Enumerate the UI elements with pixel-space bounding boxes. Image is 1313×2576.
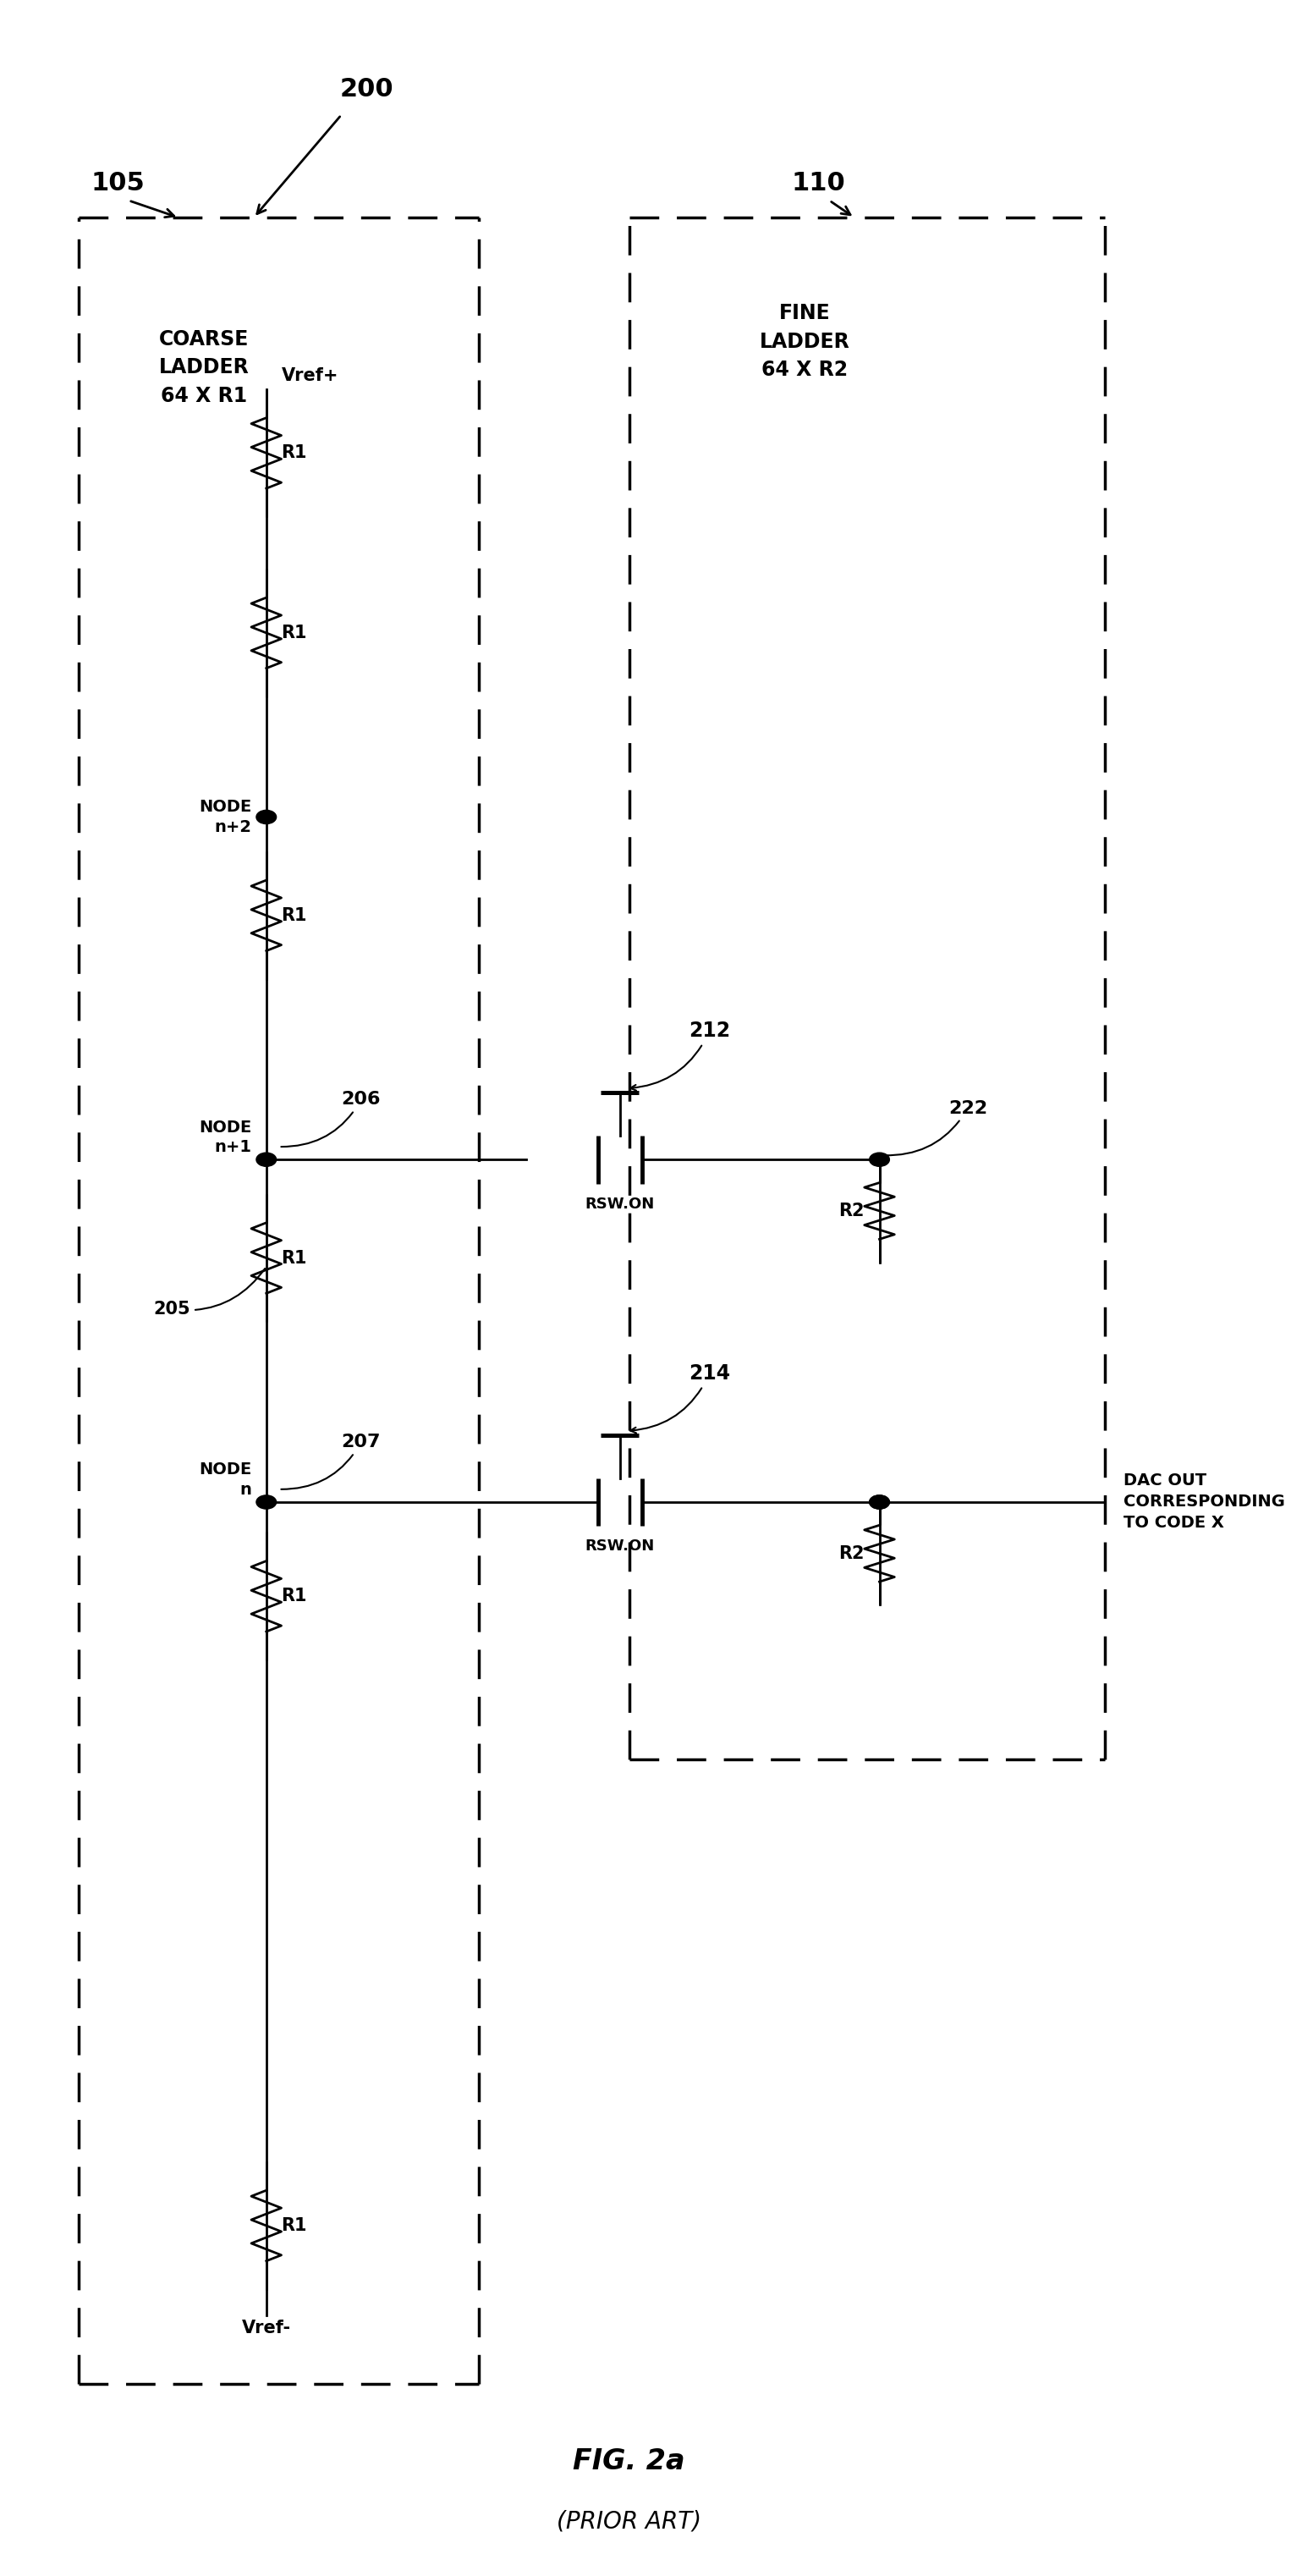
Text: DAC OUT
CORRESPONDING
TO CODE X: DAC OUT CORRESPONDING TO CODE X [1124, 1473, 1285, 1530]
Text: 212: 212 [630, 1020, 730, 1090]
Text: NODE
n: NODE n [198, 1461, 251, 1497]
Circle shape [256, 1151, 276, 1167]
Text: R1: R1 [281, 1587, 307, 1605]
Text: R2: R2 [839, 1546, 864, 1561]
Text: Vref+: Vref+ [281, 368, 339, 384]
Text: Vref-: Vref- [242, 2321, 291, 2336]
Text: NODE
n+2: NODE n+2 [198, 799, 251, 835]
Text: 105: 105 [91, 170, 144, 196]
Circle shape [869, 1151, 889, 1167]
Text: 207: 207 [281, 1435, 381, 1489]
Text: RSW.ON: RSW.ON [586, 1195, 655, 1211]
Text: R2: R2 [839, 1203, 864, 1218]
Text: R1: R1 [281, 623, 307, 641]
Text: FIG. 2a: FIG. 2a [574, 2447, 685, 2476]
Text: 206: 206 [281, 1092, 381, 1146]
Text: 222: 222 [884, 1100, 987, 1157]
Text: 110: 110 [792, 170, 846, 196]
Text: NODE
n+1: NODE n+1 [198, 1121, 251, 1154]
Text: 214: 214 [630, 1363, 730, 1432]
Text: RSW.ON: RSW.ON [586, 1538, 655, 1553]
Text: COARSE
LADDER
64 X R1: COARSE LADDER 64 X R1 [159, 330, 249, 407]
Circle shape [256, 1494, 276, 1510]
Text: R1: R1 [281, 907, 307, 925]
Text: R1: R1 [281, 1249, 307, 1267]
Text: R1: R1 [281, 2218, 307, 2233]
Text: (PRIOR ART): (PRIOR ART) [557, 2509, 701, 2532]
Circle shape [869, 1494, 889, 1510]
Circle shape [256, 811, 276, 824]
Text: FINE
LADDER
64 X R2: FINE LADDER 64 X R2 [759, 304, 850, 381]
Text: R1: R1 [281, 446, 307, 461]
Text: 205: 205 [154, 1267, 265, 1319]
Text: 200: 200 [340, 77, 394, 100]
Circle shape [869, 1494, 889, 1510]
